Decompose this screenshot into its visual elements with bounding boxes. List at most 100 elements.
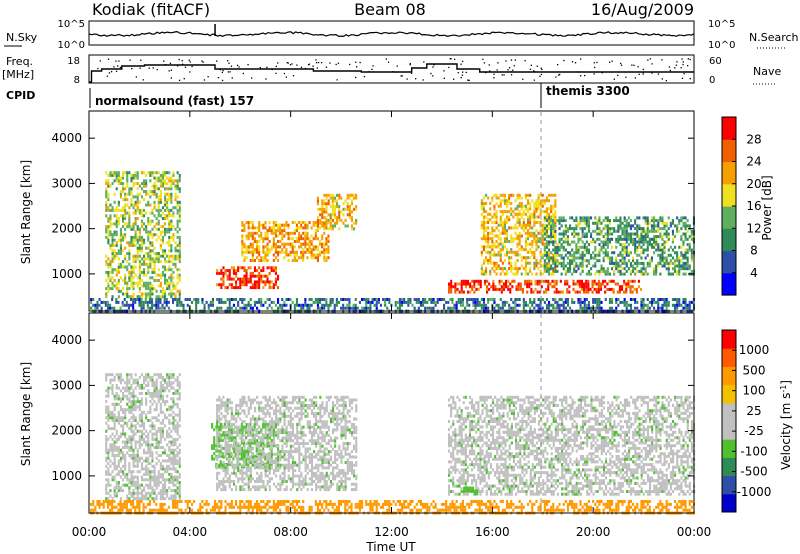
data-cell <box>508 303 511 307</box>
data-cell <box>287 223 290 227</box>
data-cell <box>676 224 679 228</box>
data-cell <box>597 290 600 294</box>
data-cell <box>611 256 614 260</box>
data-cell <box>119 375 122 379</box>
data-cell <box>109 184 112 188</box>
data-cell <box>170 268 173 272</box>
data-cell <box>176 276 179 280</box>
data-cell <box>598 272 601 276</box>
data-cell <box>554 256 557 260</box>
data-cell <box>678 245 681 249</box>
data-cell <box>157 306 160 310</box>
nave-dot <box>631 64 633 66</box>
data-cell <box>145 246 148 250</box>
data-cell <box>587 243 590 247</box>
data-cell <box>140 295 143 299</box>
data-cell <box>262 286 265 290</box>
data-cell <box>109 303 112 307</box>
data-cell <box>151 402 154 406</box>
data-cell <box>514 223 517 227</box>
data-cell <box>304 303 307 307</box>
data-cell <box>164 227 167 231</box>
data-cell <box>151 173 154 177</box>
data-cell <box>447 300 450 304</box>
data-cell <box>518 242 521 246</box>
nave-dot <box>184 66 187 68</box>
data-cell <box>168 292 171 296</box>
data-cell <box>151 292 154 296</box>
data-cell <box>151 443 154 447</box>
data-cell <box>684 256 687 260</box>
data-cell <box>310 234 313 238</box>
data-cell <box>519 287 522 291</box>
data-cell <box>126 394 129 398</box>
data-cell <box>566 269 569 273</box>
data-cell <box>678 298 681 301</box>
data-cell <box>159 405 162 409</box>
data-cell <box>145 230 148 234</box>
data-cell <box>107 427 110 431</box>
data-cell <box>256 280 259 284</box>
data-cell <box>136 456 139 460</box>
data-cell <box>606 251 609 255</box>
data-cell <box>648 261 651 265</box>
data-cell <box>260 274 263 278</box>
data-cell <box>506 269 509 273</box>
data-cell <box>115 217 118 220</box>
data-cell <box>314 248 317 252</box>
data-cell <box>606 224 609 228</box>
data-cell <box>482 218 485 222</box>
data-cell <box>663 248 666 252</box>
data-cell <box>510 306 513 310</box>
data-cell <box>134 298 137 301</box>
data-cell <box>575 256 578 260</box>
nave-dot <box>222 70 224 72</box>
nave-dot <box>510 74 513 76</box>
data-cell <box>594 253 597 257</box>
data-cell <box>105 262 108 266</box>
data-cell <box>161 429 164 433</box>
data-cell <box>274 231 277 235</box>
data-cell <box>107 241 110 245</box>
data-cell <box>134 171 137 175</box>
data-cell <box>671 232 674 236</box>
data-cell <box>147 281 150 285</box>
data-cell <box>111 287 114 291</box>
data-cell <box>124 410 127 414</box>
data-cell <box>531 300 534 304</box>
data-cell <box>161 491 164 495</box>
data-cell <box>581 269 584 273</box>
data-cell <box>161 182 164 185</box>
data-cell <box>164 192 167 196</box>
data-cell <box>539 306 542 310</box>
data-cell <box>522 298 525 301</box>
data-cell <box>136 217 139 220</box>
data-cell <box>640 298 643 301</box>
data-cell <box>640 272 643 276</box>
nave-dot <box>371 68 373 70</box>
data-cell <box>550 256 553 260</box>
data-cell <box>550 210 553 214</box>
data-cell <box>518 231 521 235</box>
data-cell <box>164 257 167 261</box>
data-cell <box>495 303 498 307</box>
data-cell <box>157 252 160 255</box>
data-cell <box>157 235 160 239</box>
data-cell <box>678 272 681 276</box>
station-title: Kodiak (fitACF) <box>92 0 210 19</box>
data-cell <box>157 187 160 191</box>
noise-sky-line <box>88 30 695 37</box>
data-cell <box>617 267 620 271</box>
nave-dot <box>620 62 622 65</box>
data-cell <box>159 481 162 484</box>
nave-dot <box>620 64 623 66</box>
data-cell <box>159 392 162 395</box>
data-cell <box>153 483 156 487</box>
data-cell <box>665 229 668 233</box>
data-cell <box>201 298 204 301</box>
data-cell <box>655 269 658 273</box>
data-cell <box>161 287 164 291</box>
data-cell <box>117 394 120 398</box>
data-cell <box>134 195 137 199</box>
data-cell <box>483 282 486 286</box>
